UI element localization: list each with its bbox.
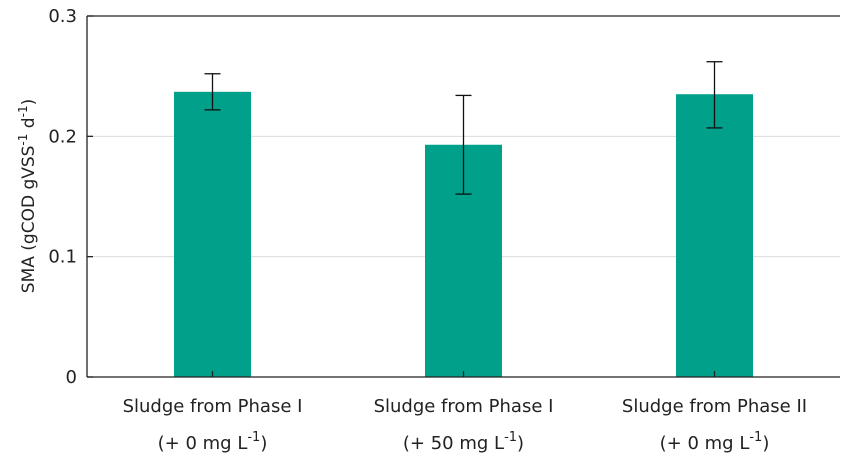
bar	[676, 94, 753, 377]
category-label-line1: Sludge from Phase I	[123, 396, 303, 417]
y-axis-label-post: )	[19, 99, 39, 106]
error-bar	[706, 61, 723, 129]
y-tick-label: 0.1	[48, 247, 77, 268]
bar	[174, 91, 251, 377]
y-tick-label: 0	[66, 367, 77, 388]
y-ticks: 0 0.1 0.2 0.3	[48, 6, 93, 388]
category-label-line2: (+ 0 mg L-1)	[158, 430, 268, 454]
category-labels: Sludge from Phase I (+ 0 mg L-1) Sludge fr…	[123, 371, 807, 454]
y-axis-label-pre: SMA (gCOD gVSS	[19, 146, 39, 294]
y-tick-label: 0.2	[48, 126, 77, 147]
error-bar	[204, 73, 221, 111]
y-axis-label: SMA (gCOD gVSS-1 d-1)	[16, 99, 39, 293]
error-bar	[455, 94, 472, 195]
error-bars	[204, 61, 723, 195]
category-label-line1: Sludge from Phase II	[622, 396, 807, 417]
y-axis-label-sup1: -1	[16, 134, 30, 146]
category-label-line1: Sludge from Phase I	[374, 396, 554, 417]
y-axis-label-mid: d	[19, 117, 39, 133]
y-axis-label-sup2: -1	[16, 105, 30, 117]
category-label-line2: (+ 50 mg L-1)	[403, 430, 524, 454]
category-label-line2: (+ 0 mg L-1)	[660, 430, 770, 454]
y-tick-label: 0.3	[48, 6, 77, 27]
